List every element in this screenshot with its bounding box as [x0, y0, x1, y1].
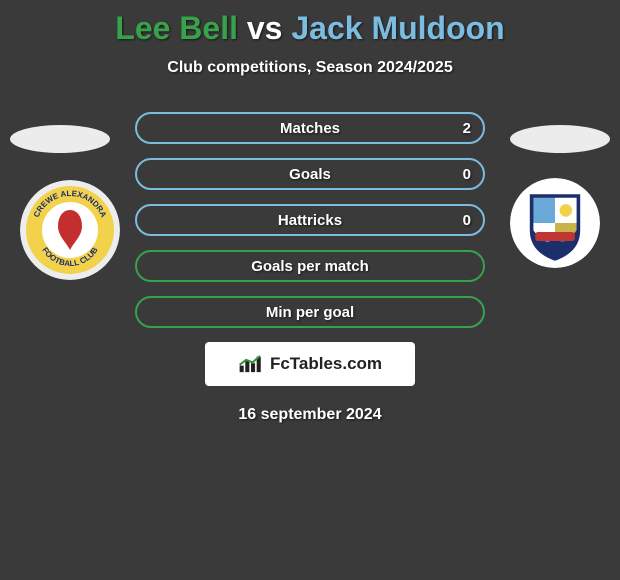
snapshot-date: 16 september 2024: [0, 406, 620, 424]
stat-row: Min per goal: [135, 296, 485, 328]
stat-label: Goals per match: [251, 258, 369, 275]
title-player2: Jack Muldoon: [291, 10, 504, 46]
crewe-alexandra-crest-icon: CREWE ALEXANDRA FOOTBALL CLUB: [20, 180, 120, 280]
stat-label: Hattricks: [278, 212, 342, 229]
stat-value-right: 0: [463, 212, 471, 229]
stat-label: Goals: [289, 166, 331, 183]
title-player1: Lee Bell: [115, 10, 238, 46]
title-vs: vs: [238, 10, 291, 46]
subtitle: Club competitions, Season 2024/2025: [0, 59, 620, 77]
stat-label: Min per goal: [266, 304, 354, 321]
stat-value-right: 0: [463, 166, 471, 183]
player2-portrait-placeholder: [510, 125, 610, 153]
player1-portrait-placeholder: [10, 125, 110, 153]
stat-rows: Matches 2 Goals 0 Hattricks 0 Goals per match M…: [135, 112, 485, 328]
stat-row: Goals 0: [135, 158, 485, 190]
source-logo: FcTables.com: [205, 342, 415, 386]
stat-row: Hattricks 0: [135, 204, 485, 236]
bar-chart-icon: [238, 353, 264, 375]
source-logo-text: FcTables.com: [270, 354, 382, 374]
stat-row: Matches 2: [135, 112, 485, 144]
comparison-title: Lee Bell vs Jack Muldoon: [0, 0, 620, 47]
club-crest-left: CREWE ALEXANDRA FOOTBALL CLUB: [20, 180, 120, 280]
stat-row: Goals per match: [135, 250, 485, 282]
stat-value-right: 2: [463, 120, 471, 137]
stat-label: Matches: [280, 120, 340, 137]
opponent-crest-icon: [510, 178, 600, 268]
club-crest-right: [510, 178, 600, 268]
